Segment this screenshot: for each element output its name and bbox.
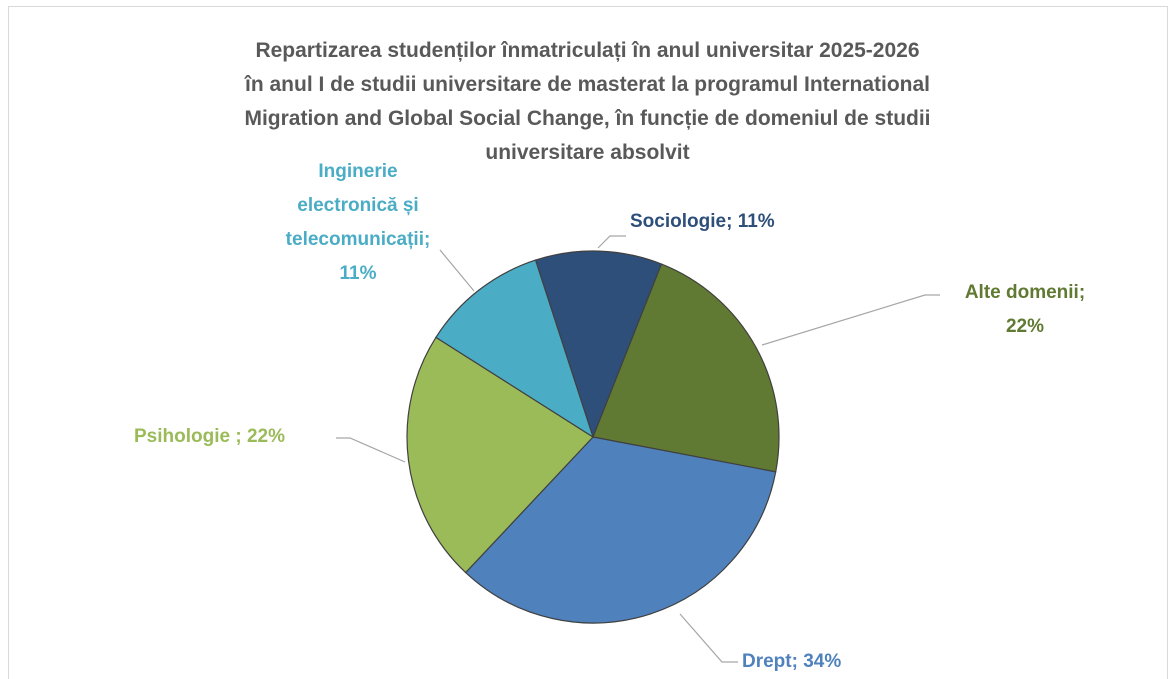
data-label: Alte domenii; 22% — [940, 276, 1110, 344]
label-category: Alte domenii; — [964, 282, 1086, 303]
label-category: Psihologie ; — [134, 426, 242, 447]
chart-frame — [8, 6, 1168, 679]
label-value: 34% — [803, 651, 842, 672]
leader-line — [679, 613, 738, 663]
pie-slice — [435, 259, 595, 439]
label-value: 11% — [737, 211, 775, 232]
label-value: 11% — [339, 263, 377, 284]
pie-slice — [534, 250, 663, 439]
chart-title: Repartizarea studenților înmatriculați î… — [244, 39, 931, 164]
pie-slice — [406, 336, 594, 574]
data-label: Drept; 34% — [742, 645, 841, 679]
pie-slice — [592, 263, 780, 473]
label-value: 22% — [1005, 316, 1045, 337]
leader-line — [761, 294, 940, 346]
leader-line — [597, 235, 626, 249]
label-category: Inginerie electronică și telecomunicații… — [285, 161, 431, 250]
label-value: 22% — [246, 426, 285, 447]
data-label: Psihologie ; 22% — [134, 420, 285, 454]
label-category: Drept; — [742, 651, 798, 672]
leader-line — [439, 249, 475, 292]
data-label: Inginerie electronică și telecomunicații… — [263, 155, 453, 291]
pie-slice — [464, 436, 777, 624]
leader-line — [336, 437, 406, 463]
data-label: Sociologie; 11% — [630, 205, 775, 239]
label-category: Sociologie; — [630, 211, 733, 232]
